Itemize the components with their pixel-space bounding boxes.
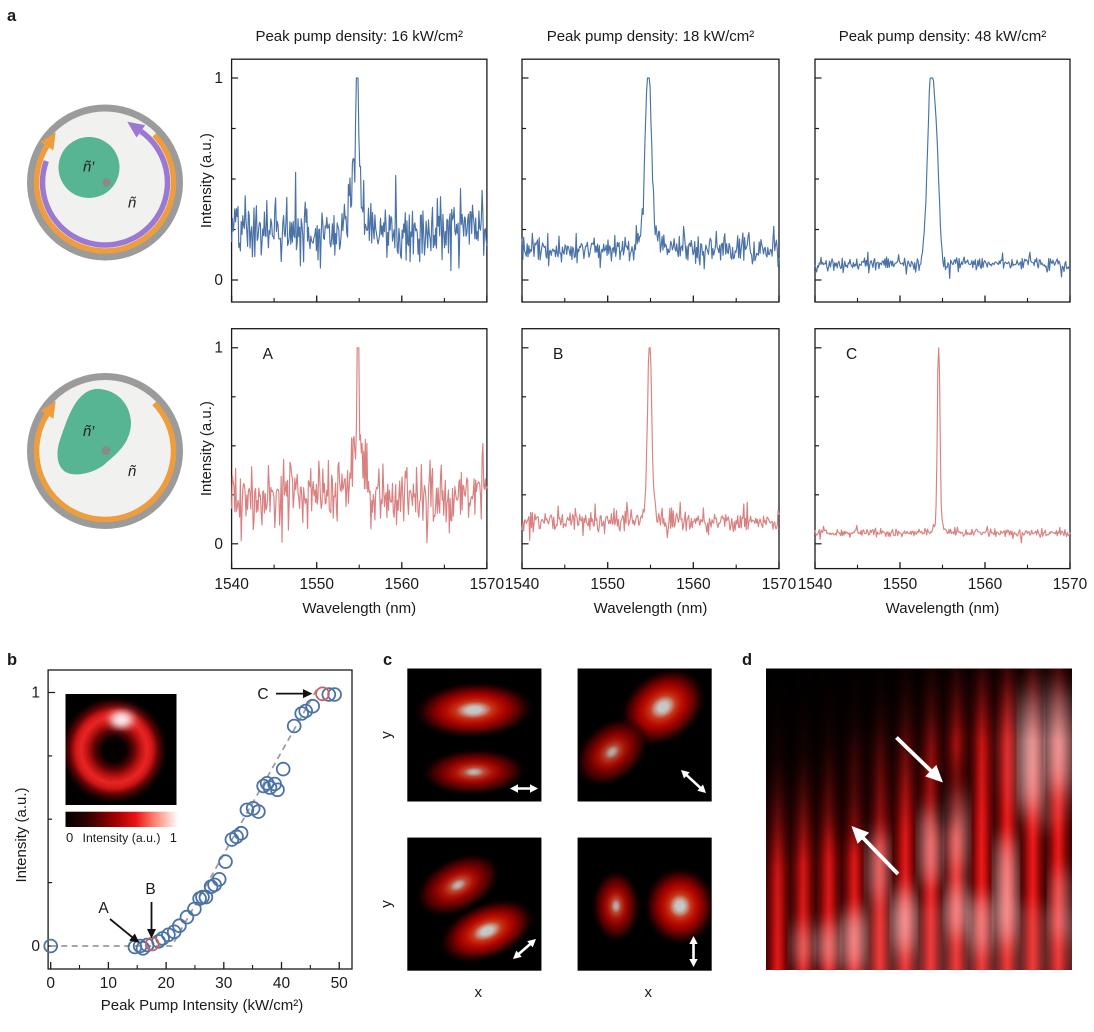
svg-text:Peak pump density: 16 kW/cm²: Peak pump density: 16 kW/cm² [255, 28, 463, 45]
svg-text:y: y [378, 900, 395, 908]
svg-text:c: c [383, 651, 392, 669]
svg-text:A: A [98, 900, 109, 917]
svg-text:0: 0 [214, 272, 223, 289]
svg-text:C: C [257, 686, 268, 703]
svg-text:Wavelength (nm): Wavelength (nm) [594, 600, 708, 617]
svg-text:1540: 1540 [798, 576, 833, 593]
svg-text:x: x [645, 984, 653, 1001]
svg-text:20: 20 [157, 975, 175, 992]
svg-text:Peak Pump Intensity (kW/cm²): Peak Pump Intensity (kW/cm²) [101, 997, 304, 1014]
svg-text:Wavelength (nm): Wavelength (nm) [302, 600, 416, 617]
svg-text:y: y [378, 731, 395, 739]
svg-text:1550: 1550 [590, 576, 625, 593]
svg-text:Peak pump density: 18 kW/cm²: Peak pump density: 18 kW/cm² [547, 28, 755, 45]
svg-text:1550: 1550 [299, 576, 334, 593]
svg-text:10: 10 [100, 975, 118, 992]
svg-text:40: 40 [273, 975, 291, 992]
svg-text:0: 0 [46, 975, 55, 992]
svg-text:Peak pump density: 48 kW/cm²: Peak pump density: 48 kW/cm² [839, 28, 1047, 45]
svg-text:A: A [263, 346, 274, 363]
svg-text:1: 1 [214, 340, 223, 357]
svg-text:1570: 1570 [1053, 576, 1088, 593]
svg-text:0: 0 [214, 536, 223, 553]
svg-text:x: x [475, 984, 483, 1001]
svg-text:b: b [7, 651, 17, 669]
svg-text:0: 0 [66, 830, 73, 845]
svg-text:ñ: ñ [128, 195, 137, 212]
svg-text:Intensity (a.u.): Intensity (a.u.) [198, 401, 215, 496]
svg-text:ñ′: ñ′ [83, 159, 95, 176]
svg-text:1570: 1570 [470, 576, 505, 593]
svg-text:50: 50 [331, 975, 349, 992]
svg-text:Wavelength (nm): Wavelength (nm) [886, 600, 1000, 617]
svg-text:1560: 1560 [385, 576, 420, 593]
svg-text:ñ′: ñ′ [83, 423, 95, 440]
svg-text:1560: 1560 [676, 576, 711, 593]
svg-text:Intensity (a.u.): Intensity (a.u.) [198, 133, 215, 228]
svg-text:d: d [742, 651, 752, 669]
svg-text:1550: 1550 [883, 576, 918, 593]
svg-text:1540: 1540 [214, 576, 249, 593]
svg-text:B: B [145, 881, 155, 898]
svg-text:Intensity (a.u.): Intensity (a.u.) [83, 831, 161, 845]
svg-text:0: 0 [31, 938, 40, 955]
svg-text:30: 30 [215, 975, 233, 992]
svg-text:1560: 1560 [968, 576, 1003, 593]
svg-text:1: 1 [31, 685, 40, 702]
svg-text:1: 1 [170, 830, 177, 845]
svg-text:Intensity (a.u.): Intensity (a.u.) [13, 787, 30, 882]
svg-text:C: C [846, 346, 857, 363]
svg-text:1: 1 [214, 70, 223, 87]
svg-text:1570: 1570 [762, 576, 797, 593]
svg-text:B: B [553, 346, 563, 363]
svg-text:1540: 1540 [505, 576, 540, 593]
svg-text:a: a [7, 7, 17, 25]
svg-text:ñ: ñ [128, 463, 137, 480]
